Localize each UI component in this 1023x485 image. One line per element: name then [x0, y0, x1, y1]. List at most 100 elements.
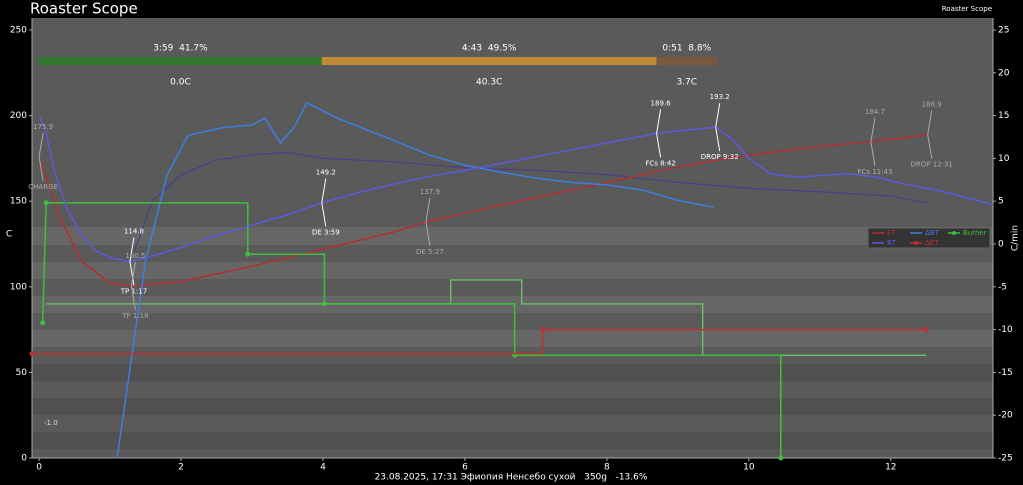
- annotation-leader: [129, 237, 135, 262]
- chart-title: Roaster Scope: [30, 0, 138, 18]
- y2-tick-label: -15: [998, 368, 1013, 378]
- background-line: [46, 279, 927, 356]
- series-line: [41, 202, 782, 458]
- marker: [778, 455, 784, 461]
- annotation-leader: [927, 110, 933, 135]
- annotation-leader: [870, 141, 876, 166]
- y2-tick-label: 20: [998, 68, 1010, 78]
- annotation-value: 114.8: [124, 227, 144, 235]
- annotation-leader: [321, 178, 327, 203]
- phase-label: 3:59 41.7%: [153, 44, 208, 54]
- annotation-value: 184.7: [865, 108, 885, 116]
- marker: [40, 320, 46, 326]
- y2-tick-label: -5: [998, 282, 1007, 292]
- legend-label: ΔET: [925, 239, 939, 247]
- annotation-leader: [425, 197, 431, 222]
- band: [32, 432, 993, 449]
- annotation-leader: [656, 109, 662, 134]
- annotation-event: TP 1:17: [120, 287, 147, 295]
- phase-bar: [656, 57, 717, 65]
- marker: [923, 327, 929, 333]
- y-tick-label: 0: [21, 454, 27, 464]
- annotation-leader: [927, 134, 933, 159]
- annotation-event: DE 5:27: [416, 248, 444, 256]
- annotation-leader: [130, 285, 136, 311]
- annotation-leader: [38, 156, 44, 181]
- marker: [321, 301, 327, 307]
- marker: [29, 351, 35, 357]
- y-tick-label: 50: [16, 368, 28, 378]
- annotation-leader: [425, 221, 431, 246]
- y-tick-label: 200: [10, 111, 27, 121]
- app-name: Roaster Scope: [942, 5, 992, 13]
- annotation-event: FCs 11:43: [857, 168, 892, 176]
- annotation-leader: [129, 261, 135, 286]
- phase-label: 4:43 49.5%: [462, 44, 517, 54]
- annotation-event: DROP 9:32: [701, 153, 739, 161]
- y2-tick-label: -25: [998, 454, 1013, 464]
- annotation-event: DROP 12:31: [911, 161, 953, 169]
- annotation-value: 193.2: [710, 93, 730, 101]
- y2-tick-label: 10: [998, 154, 1010, 164]
- caption: 23.08.2025, 17:31 Эфиопия Ненсебо сухой …: [375, 473, 648, 483]
- y2-tick-label: 25: [998, 25, 1009, 35]
- annotation-leader: [38, 132, 44, 157]
- legend-label: Burner: [963, 229, 987, 237]
- y-tick-label: 250: [10, 25, 27, 35]
- x-tick-label: 6: [462, 463, 468, 473]
- annotation-event: DE 3:59: [312, 229, 340, 237]
- annotation-value: 100.5: [125, 252, 145, 260]
- annotation-leader: [715, 103, 721, 128]
- y-axis-label: C: [6, 230, 12, 240]
- background-line: [134, 151, 927, 251]
- annotation-event: TP 1:18: [121, 312, 148, 320]
- series-line: [38, 115, 994, 263]
- x-tick-label: 12: [885, 463, 896, 473]
- annotation-value: 149.2: [316, 169, 336, 177]
- y-tick-label: 150: [10, 197, 27, 207]
- x-tick-label: 2: [178, 463, 184, 473]
- x-tick-label: 0: [36, 463, 42, 473]
- legend-label: ET: [887, 229, 896, 237]
- marker: [43, 200, 49, 206]
- legend-marker: [952, 231, 956, 235]
- legend-label: BT: [887, 239, 897, 247]
- series-line: [38, 133, 928, 287]
- annotation-event: CHARGE: [28, 183, 58, 191]
- annotation-leader: [321, 202, 327, 227]
- legend-marker: [914, 241, 918, 245]
- y2-tick-label: 0: [998, 239, 1004, 249]
- annotation-leader: [870, 117, 876, 142]
- y2-tick-label: -10: [998, 325, 1013, 335]
- extra-label: -1.0: [44, 419, 58, 427]
- x-tick-label: 10: [743, 463, 755, 473]
- annotation-value: 175.9: [33, 123, 53, 131]
- annotation-leader: [656, 133, 662, 158]
- marker: [245, 251, 251, 257]
- phase-label: 0:51 8.8%: [662, 44, 711, 54]
- band: [32, 398, 993, 415]
- phase-bar: [321, 57, 657, 65]
- marker: [540, 327, 546, 333]
- x-tick-label: 4: [320, 463, 326, 473]
- annotation-leader: [130, 261, 136, 287]
- band: [32, 262, 993, 279]
- phase-bar: [39, 57, 322, 65]
- annotation-leader: [715, 127, 721, 152]
- y2-axis-label: C/min: [1011, 225, 1021, 251]
- annotation-event: FCs 8:42: [645, 159, 676, 167]
- band: [32, 364, 993, 381]
- legend-label: ΔBT: [925, 229, 940, 237]
- y2-tick-label: -20: [998, 411, 1013, 421]
- band: [32, 330, 993, 347]
- annotation-value: 188.9: [922, 101, 942, 109]
- y2-tick-label: 5: [998, 197, 1004, 207]
- phase-delta: 3.7C: [676, 78, 697, 88]
- series-line: [116, 101, 714, 459]
- phase-delta: 0.0C: [170, 78, 191, 88]
- phase-delta: 40.3C: [476, 78, 502, 88]
- x-tick-label: 8: [604, 463, 610, 473]
- band: [32, 227, 993, 245]
- y2-tick-label: 15: [998, 111, 1009, 121]
